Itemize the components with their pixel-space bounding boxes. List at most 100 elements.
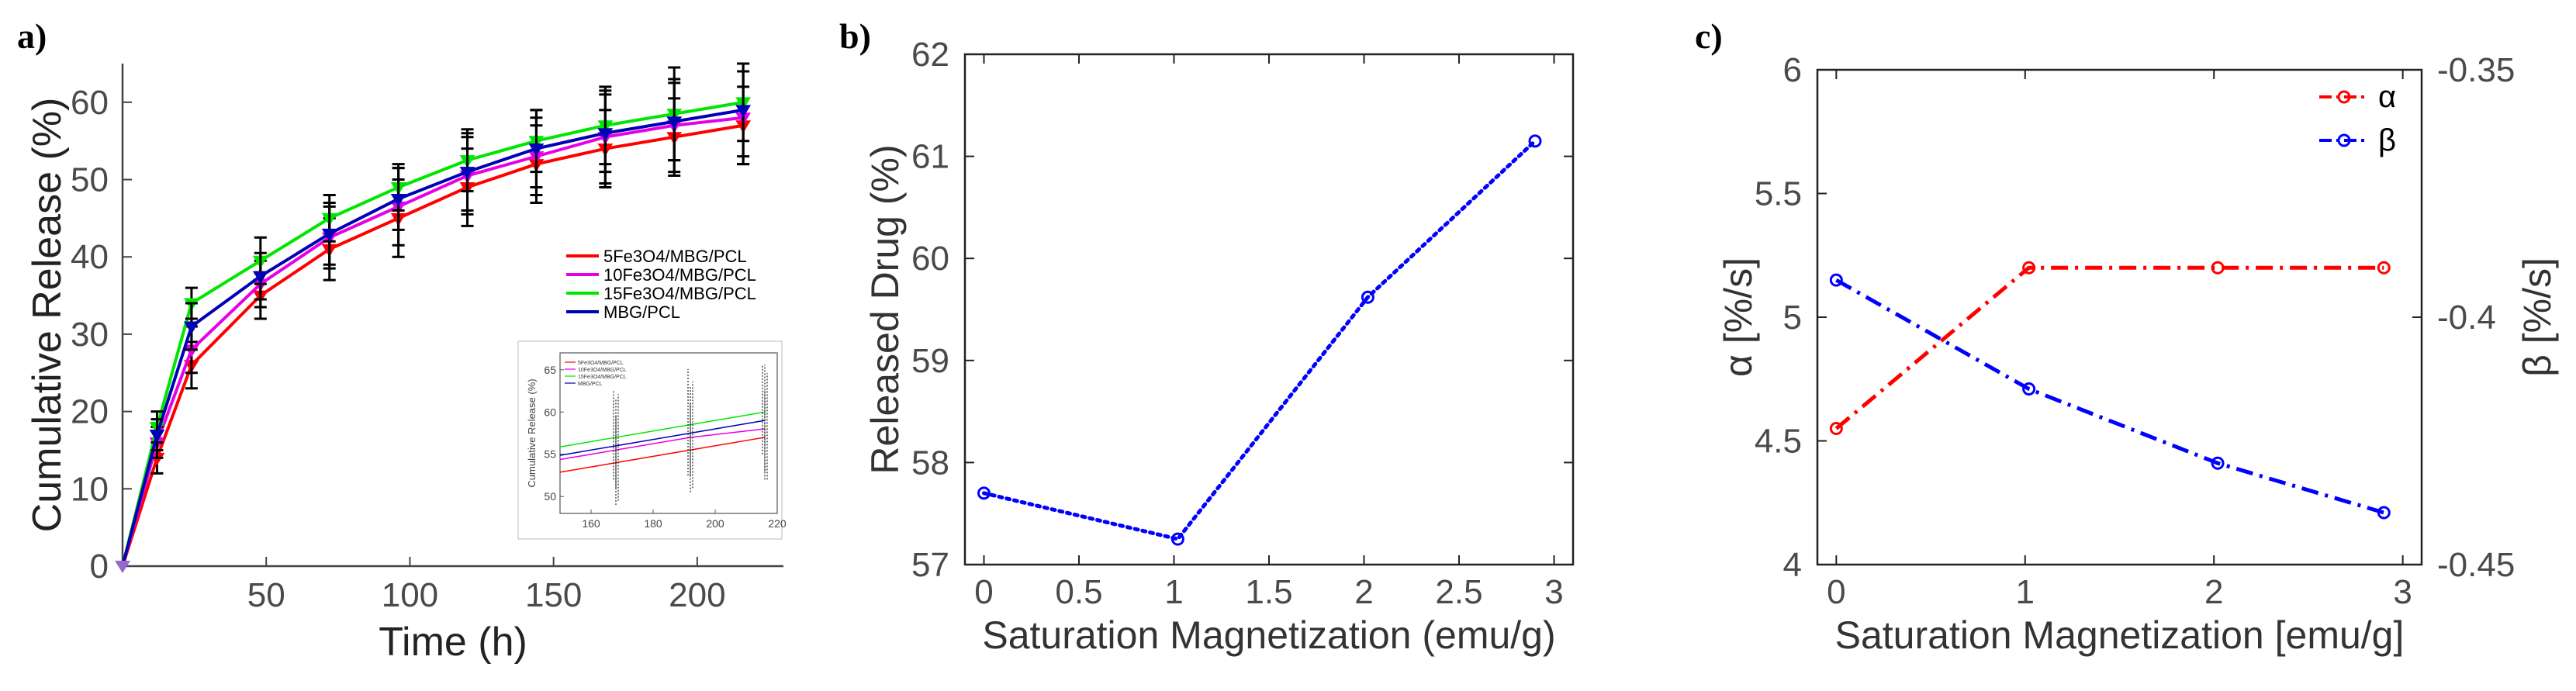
- data-point: [1170, 532, 1184, 546]
- data-point-3: [459, 167, 475, 180]
- inset-chart: 50 55 60 65 160 180 200 220 Cumulative Release (…: [517, 340, 787, 540]
- panel-label-c: c): [1695, 16, 1723, 56]
- x-axis-label: Saturation Magnetization [emu/g]: [1835, 613, 2405, 657]
- data-point-0: [1829, 422, 1843, 436]
- data-point: [977, 486, 991, 500]
- inset-y-label: Cumulative Release (%): [526, 378, 538, 487]
- data-point-3: [149, 430, 165, 443]
- data-point-3: [390, 193, 406, 207]
- inset-x-tick-label: 220: [768, 517, 787, 530]
- data-point-1: [2022, 382, 2036, 396]
- x-tick-label: 1: [1164, 573, 1183, 611]
- y-axis-label: Cumulative Release (%): [25, 98, 70, 533]
- x-axis-label: Saturation Magnetization (emu/g): [982, 613, 1555, 657]
- series-line-0: [1834, 265, 2384, 430]
- y-tick-label: 50: [71, 161, 109, 199]
- y-tick-label: 57: [911, 546, 949, 584]
- inset-series-3: [559, 420, 766, 456]
- legend-entry: 5Fe3O4/MBG/PCL: [603, 247, 747, 266]
- data-point-0: [2377, 261, 2391, 275]
- plot-frame: [1816, 68, 2423, 566]
- plot-frame: [963, 53, 1575, 566]
- y-axis-label: Released Drug (%): [863, 144, 907, 474]
- x-tick-label: 3: [1544, 573, 1563, 611]
- x-tick-label: 0.5: [1055, 573, 1102, 611]
- data-point-0: [2022, 261, 2036, 275]
- y-tick-label: 10: [71, 470, 109, 508]
- legend-entry: 15Fe3O4/MBG/PCL: [603, 284, 756, 303]
- y-left-axis-label: α [%/s]: [1717, 257, 1760, 377]
- inset-series-0: [559, 437, 766, 473]
- inset-legend-entry: 5Fe3O4/MBG/PCL: [578, 361, 624, 366]
- x-tick-label: 0: [1827, 573, 1845, 611]
- y-tick-label: 62: [911, 36, 949, 74]
- x-tick-label: 200: [669, 576, 725, 614]
- data-point-1: [2211, 456, 2225, 470]
- panel-a-release-curves: 0 10 20 30 40 50 60 50 100 150 200 Time (h) Cumulati…: [25, 62, 787, 665]
- legend-entry: MBG/PCL: [603, 302, 680, 322]
- inset-legend-entry: MBG/PCL: [578, 382, 603, 387]
- x-tick-label: 1.5: [1245, 573, 1292, 611]
- y-left-tick-label: 5.5: [1755, 175, 1802, 213]
- x-axis-label: Time (h): [379, 620, 527, 665]
- x-tick-label: 150: [525, 576, 582, 614]
- data-point: [1528, 134, 1542, 148]
- panel-label-b: b): [839, 16, 871, 56]
- y-left-tick-label: 6: [1783, 51, 1802, 89]
- inset-series-1: [559, 428, 766, 461]
- inset-x-tick-label: 200: [706, 517, 724, 530]
- legend-entry: β: [2378, 123, 2396, 157]
- origin-marker: [115, 561, 130, 573]
- x-tick-label: 2: [2204, 573, 2223, 611]
- inset-y-tick-label: 55: [544, 448, 556, 461]
- x-tick-label: 2.5: [1435, 573, 1482, 611]
- y-tick-label: 0: [90, 548, 109, 586]
- panel-label-a: a): [17, 16, 47, 56]
- inset-y-tick-label: 65: [544, 364, 556, 376]
- data-point-3: [252, 271, 268, 285]
- inset-legend-entry: 15Fe3O4/MBG/PCL: [578, 375, 627, 380]
- legend-marker: [2337, 90, 2351, 104]
- y-right-tick-label: -0.45: [2437, 546, 2515, 584]
- y-tick-label: 61: [911, 138, 949, 176]
- data-point-3: [735, 105, 752, 118]
- x-tick-label: 1: [2016, 573, 2035, 611]
- y-left-tick-label: 5: [1783, 299, 1802, 337]
- data-point-3: [597, 128, 614, 141]
- x-tick-label: 0: [974, 573, 993, 611]
- inset-y-tick-label: 60: [544, 406, 556, 418]
- data-point-3: [184, 321, 199, 334]
- x-tick-label: 50: [247, 576, 285, 614]
- data-point-1: [2377, 506, 2391, 520]
- y-right-axis-label: β [%/s]: [2515, 257, 2559, 377]
- inset-series-2: [559, 411, 766, 447]
- inset-legend-entry: 10Fe3O4/MBG/PCL: [578, 368, 627, 373]
- y-tick-label: 58: [911, 444, 949, 482]
- inset-axes: [559, 352, 778, 514]
- y-tick-label: 30: [71, 316, 109, 354]
- data-point-1: [1829, 273, 1843, 287]
- y-right-tick-label: -0.35: [2437, 51, 2515, 89]
- data-point-3: [666, 116, 683, 130]
- legend-entry: α: [2378, 80, 2396, 114]
- inset-x-tick-label: 160: [582, 517, 600, 530]
- y-left-tick-label: 4.5: [1755, 423, 1802, 461]
- inset-y-tick-label: 50: [544, 490, 556, 503]
- inset-x-tick-label: 180: [644, 517, 662, 530]
- x-tick-label: 2: [1354, 573, 1373, 611]
- x-tick-label: 3: [2393, 573, 2412, 611]
- y-tick-label: 60: [71, 84, 109, 122]
- legend-marker: [2337, 133, 2351, 147]
- y-left-tick-label: 4: [1783, 546, 1802, 584]
- y-tick-label: 59: [911, 342, 949, 380]
- data-point-0: [2211, 261, 2225, 275]
- legend-entry: 10Fe3O4/MBG/PCL: [603, 265, 756, 285]
- x-tick-label: 100: [382, 576, 438, 614]
- y-right-tick-label: -0.4: [2437, 299, 2496, 337]
- data-point-3: [321, 228, 337, 242]
- data-point-3: [528, 143, 545, 157]
- y-tick-label: 40: [71, 238, 109, 276]
- data-point: [1361, 290, 1374, 304]
